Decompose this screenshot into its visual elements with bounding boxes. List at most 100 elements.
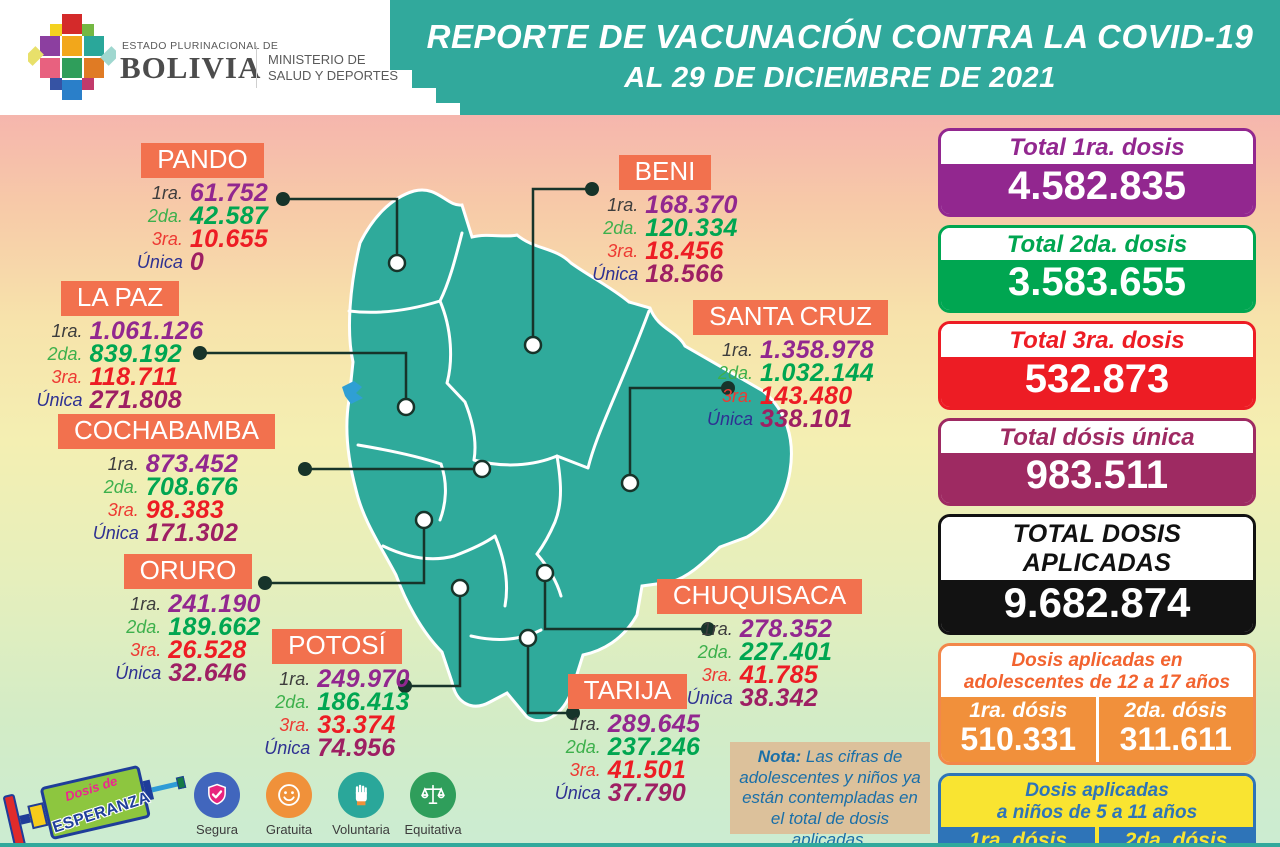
dose3-value: 41.501 — [607, 755, 687, 784]
dose3-label: 3ra. — [107, 499, 139, 520]
dose3-label: 3ra. — [607, 240, 639, 261]
dose2-label: 2da. — [697, 641, 733, 662]
balance-scale-icon — [410, 772, 456, 818]
dose1-label: 1ra. — [130, 593, 162, 614]
total-applied-title: TOTAL DOSIS APLICADAS — [941, 517, 1253, 580]
dose2-value: 120.334 — [645, 213, 738, 242]
logo-divider — [256, 46, 257, 88]
dose1-label: 1ra. — [722, 339, 754, 360]
dose1-value: 61.752 — [189, 178, 269, 207]
dose2-value: 42.587 — [189, 201, 269, 230]
note-text: Las cifras de adolescentes y niños ya es… — [739, 747, 921, 847]
children-title-line2: a niños de 5 a 11 años — [996, 802, 1198, 824]
adolescents-title-line2: adolescentes de 12 a 17 años — [963, 671, 1231, 693]
unique-dose-label: Única — [707, 408, 754, 429]
dose3-value: 143.480 — [760, 381, 853, 410]
principle-label: Equitativa — [404, 822, 462, 837]
dose1-label: 1ra. — [279, 668, 311, 689]
department-block-beni: BENI 1ra. 168.370 2da. 120.334 3ra. 18.456 … — [575, 155, 755, 286]
dose3-value: 98.383 — [145, 495, 225, 524]
unique-dose-value: 32.646 — [168, 658, 247, 687]
children-dose1-label: 1ra. dósis — [968, 829, 1068, 847]
department-block-oruro: ORURO 1ra. 241.190 2da. 189.662 3ra. 26.528… — [98, 554, 278, 685]
unique-dose-label: Única — [136, 251, 183, 272]
ministry-line2: SALUD Y DEPORTES — [268, 68, 399, 83]
adolescents-dose1-value: 510.331 — [960, 720, 1077, 757]
children-dose2-label: 2da. dósis — [1124, 829, 1228, 847]
total-dose1-card: Total 1ra. dosis 4.582.835 — [938, 128, 1256, 217]
dose2-label: 2da. — [103, 476, 139, 497]
dose1-value: 249.970 — [317, 664, 410, 693]
dose1-label: 1ra. — [107, 453, 139, 474]
campaign-line1: Dosis de — [63, 773, 120, 805]
total-dose3-title: Total 3ra. dosis — [941, 324, 1253, 357]
unique-dose-value: 18.566 — [645, 259, 724, 288]
unique-dose-label: Única — [115, 662, 162, 683]
unique-dose-value: 271.808 — [89, 385, 183, 414]
total-dose1-value: 4.582.835 — [941, 163, 1253, 214]
dose2-label: 2da. — [603, 217, 639, 238]
unique-dose-label: Única — [264, 737, 311, 758]
dose1-value: 168.370 — [645, 190, 738, 219]
unique-dose-value: 38.342 — [739, 683, 819, 712]
smiley-icon — [266, 772, 312, 818]
dose2-value: 186.413 — [317, 687, 410, 716]
ministry-line1: MINISTERIO DE — [268, 52, 366, 67]
dose1-label: 1ra. — [151, 182, 183, 203]
total-dose1-title: Total 1ra. dosis — [941, 131, 1253, 164]
dose3-label: 3ra. — [569, 759, 601, 780]
department-title: SANTA CRUZ — [693, 300, 888, 335]
department-block-cochabamba: COCHABAMBA 1ra. 873.452 2da. 708.676 3ra. 9… — [58, 414, 275, 545]
syringe-needle-tip — [175, 775, 187, 790]
dose2-label: 2da. — [47, 343, 83, 364]
dose3-label: 3ra. — [130, 639, 162, 660]
principle-label: Voluntaria — [332, 822, 390, 837]
unique-dose-label: Única — [686, 687, 733, 708]
adolescents-dose2-value: 311.611 — [1119, 720, 1232, 757]
unique-dose-label: Única — [592, 263, 639, 284]
total-dose3-value: 532.873 — [941, 356, 1253, 407]
dose1-label: 1ra. — [569, 713, 601, 734]
dose2-value: 1.032.144 — [760, 358, 874, 387]
department-block-chuquisaca: CHUQUISACA 1ra. 278.352 2da. 227.401 3ra. 4… — [652, 579, 867, 710]
adolescents-card: Dosis aplicadas en adolescentes de 12 a … — [938, 642, 1256, 766]
children-title-line1: Dosis aplicadas — [1025, 780, 1169, 802]
logo-country-name: BOLIVIA — [120, 50, 262, 85]
dose3-value: 26.528 — [168, 635, 247, 664]
department-title: LA PAZ — [60, 281, 180, 316]
map-markers — [193, 182, 735, 720]
dose3-label: 3ra. — [151, 228, 183, 249]
syringe-barrel: Dosis de ESPERANZA — [39, 764, 152, 841]
adolescents-title-line1: Dosis aplicadas en — [1011, 649, 1183, 671]
children-dose2-cell: 2da. dósis 0 — [1095, 827, 1253, 847]
report-date: AL 29 DE DICIEMBRE DE 2021 — [624, 62, 1056, 94]
department-title: CHUQUISACA — [656, 579, 863, 614]
dose1-value: 241.190 — [168, 589, 261, 618]
department-title: PANDO — [141, 143, 264, 178]
children-card: Dosis aplicadas a niños de 5 a 11 años 1… — [938, 773, 1256, 847]
dose3-label: 3ra. — [722, 385, 754, 406]
dose3-value: 10.655 — [189, 224, 269, 253]
totals-sidebar: Total 1ra. dosis 4.582.835 Total 2da. do… — [938, 128, 1256, 847]
dose3-value: 33.374 — [317, 710, 396, 739]
bolivia-chakana-logo-icon — [28, 14, 116, 100]
shield-check-icon — [194, 772, 240, 818]
department-block-pando: PANDO 1ra. 61.752 2da. 42.587 3ra. 10.655 Ú… — [120, 143, 285, 274]
dose1-value: 873.452 — [145, 449, 239, 478]
dose2-label: 2da. — [565, 736, 601, 757]
department-block-la-paz: LA PAZ 1ra. 1.061.126 2da. 839.192 3ra. 118… — [25, 281, 215, 412]
note-box: Nota: Las cifras de adolescentes y niños… — [730, 742, 930, 847]
bottom-teal-strip — [0, 843, 1280, 847]
dose1-label: 1ra. — [607, 194, 639, 215]
leader-lines — [200, 187, 728, 715]
dose2-value: 189.662 — [168, 612, 261, 641]
logo-state-line: ESTADO PLURINACIONAL DE — [122, 40, 279, 52]
dose2-value: 237.246 — [607, 732, 701, 761]
report-title: REPORTE DE VACUNACIÓN CONTRA LA COVID-19 — [426, 18, 1254, 55]
dose2-label: 2da. — [718, 362, 754, 383]
unique-dose-value: 0 — [189, 247, 205, 276]
department-borders — [347, 231, 651, 641]
dose3-value: 18.456 — [645, 236, 724, 265]
adolescents-title: Dosis aplicadas en adolescentes de 12 a … — [941, 645, 1253, 697]
